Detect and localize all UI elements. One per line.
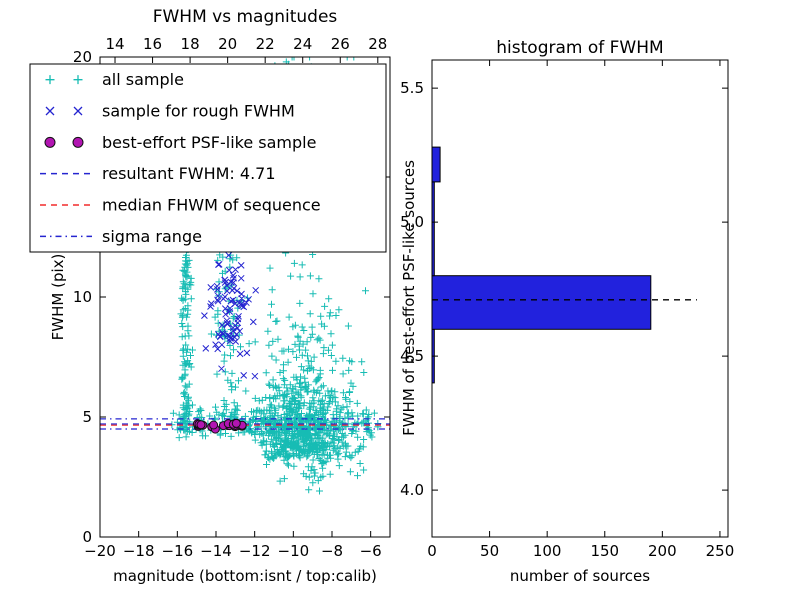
y-tick-label: 4.5 <box>400 347 424 365</box>
scatter-all-sample <box>176 240 196 436</box>
x-tick-label: −10 <box>278 542 310 560</box>
legend-plus-icon <box>45 75 55 85</box>
x-tick-label: −12 <box>239 542 271 560</box>
y-tick-label: 5.0 <box>400 213 424 231</box>
y-tick-label: 20 <box>73 48 92 66</box>
x-tick-label: −20 <box>84 542 116 560</box>
left-plot: −20 −18 −16 −14 −12 −10 −8 −6 14 16 18 20 22 24 26 28 0 5… <box>73 35 391 560</box>
top-x-tick-label: 14 <box>105 35 124 53</box>
right-plot-xlabel: number of sources <box>510 567 650 585</box>
left-plot-title: FWHM vs magnitudes <box>153 7 338 27</box>
y-tick-label: 5.5 <box>400 79 424 97</box>
top-x-tick-label: 16 <box>143 35 162 53</box>
top-x-tick-label: 20 <box>218 35 237 53</box>
left-plot-ylabel: FWHM (pix) <box>49 254 67 341</box>
histogram-bar <box>432 181 435 277</box>
legend-entry: median FHWM of sequence <box>40 196 321 215</box>
x-tick-label: −18 <box>123 542 155 560</box>
scatter-all-sample <box>263 441 368 495</box>
legend-label: best-effort PSF-like sample <box>102 133 316 152</box>
y-tick-label: 10 <box>73 288 92 306</box>
x-tick-label: 0 <box>427 542 437 560</box>
top-x-tick-label: 26 <box>331 35 350 53</box>
left-plot-xlabel: magnitude (bottom:isnt / top:calib) <box>113 567 377 585</box>
legend-label: median FHWM of sequence <box>102 196 321 215</box>
legend-label: all sample <box>102 70 184 89</box>
x-tick-label: 150 <box>590 542 619 560</box>
y-tick-label: 5 <box>82 408 92 426</box>
y-tick-label: 0 <box>82 528 92 546</box>
scatter-points-layer <box>100 57 390 495</box>
legend-plus-icon <box>73 75 83 85</box>
top-x-tick-label: 18 <box>181 35 200 53</box>
top-x-tick-label: 24 <box>293 35 312 53</box>
legend-label: resultant FWHM: 4.71 <box>102 164 276 183</box>
histogram-bar <box>432 146 441 183</box>
x-tick-label: 250 <box>706 542 735 560</box>
right-plot-ylabel: FWHM of best-effort PSF-like sources <box>400 160 418 436</box>
legend-entry: best-effort PSF-like sample <box>44 133 316 152</box>
legend-entry: sample for rough FWHM <box>45 102 295 121</box>
x-tick-label: −16 <box>162 542 194 560</box>
x-tick-label: −6 <box>360 542 382 560</box>
legend-entry: sigma range <box>40 227 202 246</box>
legend-circle-icon <box>72 136 84 148</box>
top-x-tick-label: 28 <box>368 35 387 53</box>
legend-label: sample for rough FWHM <box>102 102 295 121</box>
x-tick-label: 50 <box>480 542 499 560</box>
x-tick-label: 100 <box>533 542 562 560</box>
histogram-bars-layer <box>432 146 697 384</box>
top-x-tick-label: 22 <box>256 35 275 53</box>
histogram-bar <box>432 275 652 330</box>
legend-circle-icon <box>44 136 56 148</box>
y-tick-label: 4.0 <box>400 481 424 499</box>
right-plot: 0 50 100 150 200 250 4.0 4.5 5.0 5.5 <box>400 59 735 560</box>
x-tick-label: 200 <box>648 542 677 560</box>
legend-box <box>29 63 387 253</box>
legend-x-icon <box>73 106 83 116</box>
legend-entry: resultant FWHM: 4.71 <box>40 164 276 183</box>
x-tick-label: −8 <box>321 542 343 560</box>
x-tick-label: −14 <box>200 542 232 560</box>
scatter-best-effort-psf-sample <box>192 418 247 434</box>
legend-x-icon <box>45 106 55 116</box>
legend-label: sigma range <box>102 227 202 246</box>
legend: all sample sample for rough FWHM best-effo… <box>29 63 387 253</box>
legend-entry: all sample <box>45 70 184 89</box>
right-plot-title: histogram of FWHM <box>496 38 663 58</box>
